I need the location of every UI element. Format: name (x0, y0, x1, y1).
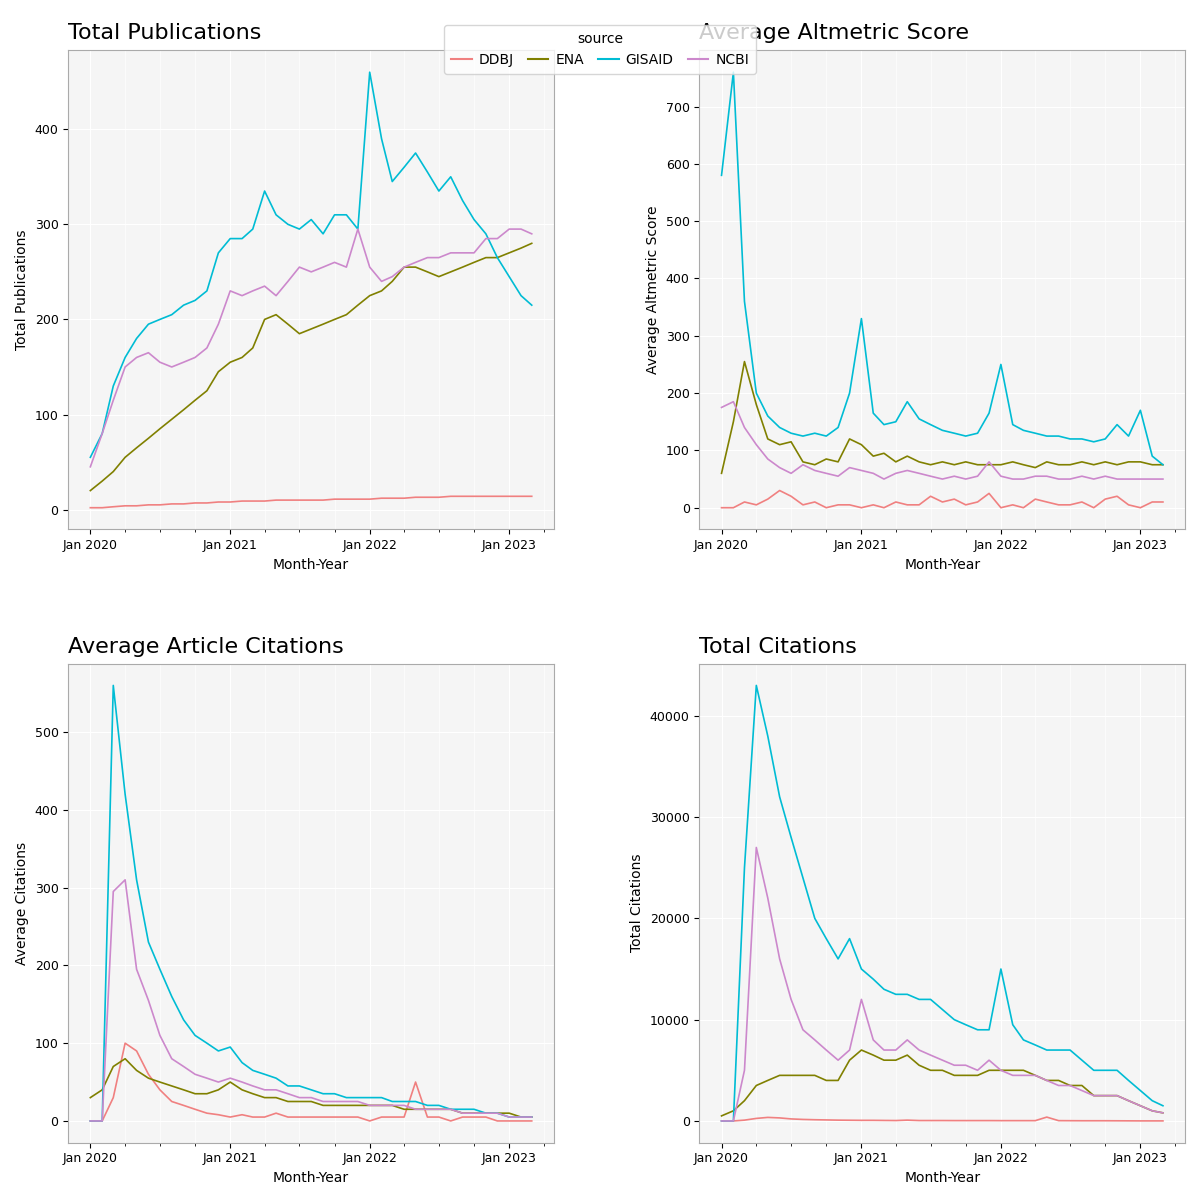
Text: Total Citations: Total Citations (700, 636, 857, 656)
Y-axis label: Average Altmetric Score: Average Altmetric Score (646, 205, 660, 374)
Text: Total Publications: Total Publications (68, 23, 262, 43)
Y-axis label: Total Citations: Total Citations (630, 854, 644, 953)
Legend: DDBJ, ENA, GISAID, NCBI: DDBJ, ENA, GISAID, NCBI (444, 25, 756, 73)
X-axis label: Month-Year: Month-Year (904, 1171, 980, 1184)
X-axis label: Month-Year: Month-Year (272, 558, 349, 571)
Y-axis label: Average Citations: Average Citations (16, 841, 29, 965)
X-axis label: Month-Year: Month-Year (904, 558, 980, 571)
Text: Average Article Citations: Average Article Citations (68, 636, 344, 656)
X-axis label: Month-Year: Month-Year (272, 1171, 349, 1184)
Y-axis label: Total Publications: Total Publications (16, 229, 29, 350)
Text: Average Altmetric Score: Average Altmetric Score (700, 23, 970, 43)
